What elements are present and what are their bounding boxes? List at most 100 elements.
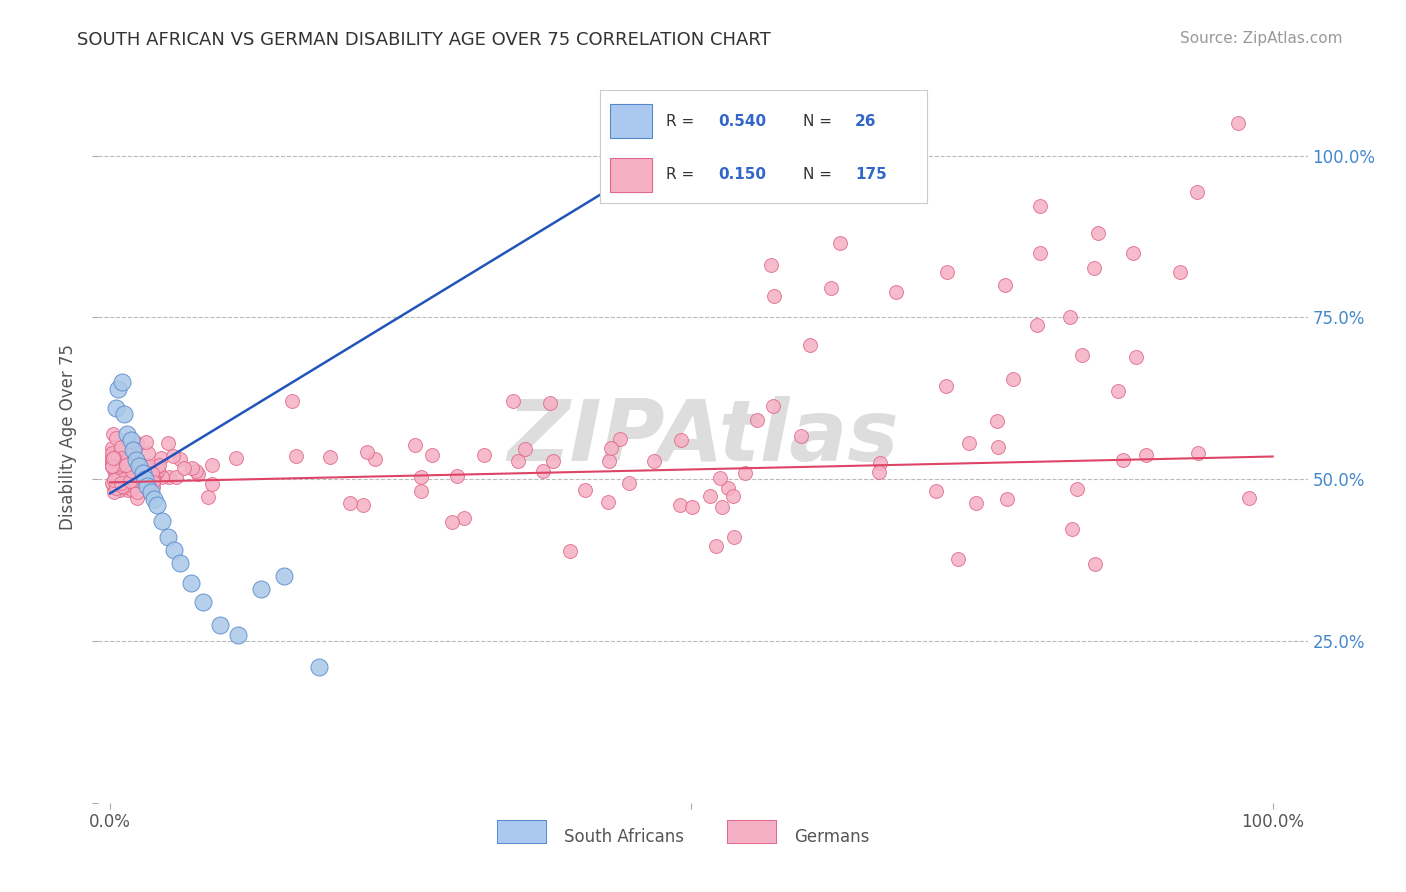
Point	[721, 489, 744, 503]
Point	[1107, 384, 1129, 398]
Text: South Africans: South Africans	[564, 828, 683, 847]
Point	[284, 449, 307, 463]
Point	[946, 551, 969, 566]
Point	[643, 454, 665, 468]
Point	[127, 435, 149, 450]
Point	[308, 660, 330, 674]
Point	[103, 450, 125, 465]
Point	[957, 436, 980, 450]
Point	[105, 455, 128, 469]
Point	[104, 449, 127, 463]
Point	[682, 500, 704, 515]
Point	[111, 480, 134, 494]
Point	[104, 466, 127, 480]
Point	[404, 438, 426, 452]
Text: SOUTH AFRICAN VS GERMAN DISABILITY AGE OVER 75 CORRELATION CHART: SOUTH AFRICAN VS GERMAN DISABILITY AGE O…	[77, 31, 770, 49]
Point	[135, 458, 157, 473]
Point	[273, 569, 295, 583]
Point	[250, 582, 273, 597]
Point	[150, 450, 173, 465]
Point	[180, 575, 202, 590]
Point	[1001, 372, 1024, 386]
Point	[142, 472, 165, 486]
Point	[110, 441, 132, 455]
Point	[869, 456, 891, 470]
Point	[617, 476, 640, 491]
Point	[104, 401, 127, 415]
Point	[112, 466, 135, 480]
Point	[1237, 491, 1260, 505]
Point	[1083, 260, 1105, 275]
Point	[104, 458, 127, 472]
Point	[103, 473, 125, 487]
Point	[1025, 318, 1047, 332]
Point	[132, 465, 155, 479]
Point	[107, 451, 129, 466]
Point	[411, 470, 433, 484]
Point	[117, 457, 139, 471]
Point	[101, 459, 124, 474]
Point	[125, 491, 148, 505]
Point	[191, 595, 214, 609]
Point	[226, 627, 249, 641]
Point	[115, 458, 138, 472]
Point	[1122, 245, 1144, 260]
Point	[600, 442, 623, 456]
Point	[1066, 482, 1088, 496]
Point	[136, 478, 159, 492]
Point	[1187, 445, 1209, 459]
Point	[143, 468, 166, 483]
Point	[101, 477, 124, 491]
Point	[142, 475, 165, 489]
Point	[101, 458, 124, 473]
Point	[995, 491, 1018, 506]
Point	[121, 467, 143, 482]
Y-axis label: Disability Age Over 75: Disability Age Over 75	[59, 344, 77, 530]
Point	[1059, 310, 1081, 324]
Point	[131, 475, 153, 490]
Point	[966, 496, 988, 510]
Point	[820, 281, 842, 295]
Point	[609, 432, 631, 446]
Point	[799, 338, 821, 352]
Point	[146, 459, 169, 474]
Point	[101, 446, 124, 460]
Point	[115, 468, 138, 483]
Point	[169, 451, 191, 466]
Point	[135, 469, 157, 483]
Point	[139, 485, 162, 500]
Point	[173, 461, 195, 475]
Point	[704, 539, 727, 553]
Point	[103, 458, 125, 473]
Point	[1226, 116, 1249, 130]
Point	[148, 458, 170, 473]
Point	[163, 543, 186, 558]
Point	[186, 467, 208, 481]
Point	[120, 434, 142, 448]
Point	[108, 467, 131, 481]
Text: Germans: Germans	[793, 828, 869, 847]
Point	[108, 459, 131, 474]
Point	[125, 484, 148, 499]
Point	[156, 435, 179, 450]
Point	[104, 431, 127, 445]
Point	[112, 408, 135, 422]
Point	[120, 483, 142, 497]
Point	[925, 484, 948, 499]
Point	[122, 443, 145, 458]
Point	[150, 470, 173, 484]
Point	[122, 454, 145, 468]
Point	[541, 454, 564, 468]
Point	[103, 463, 125, 477]
Point	[356, 445, 378, 459]
Point	[157, 530, 180, 544]
Point	[197, 490, 219, 504]
Point	[598, 454, 620, 468]
Point	[112, 461, 135, 475]
Point	[111, 479, 134, 493]
Point	[669, 434, 692, 448]
Point	[108, 483, 131, 498]
Point	[1185, 185, 1208, 199]
Point	[709, 470, 731, 484]
Point	[165, 469, 187, 483]
